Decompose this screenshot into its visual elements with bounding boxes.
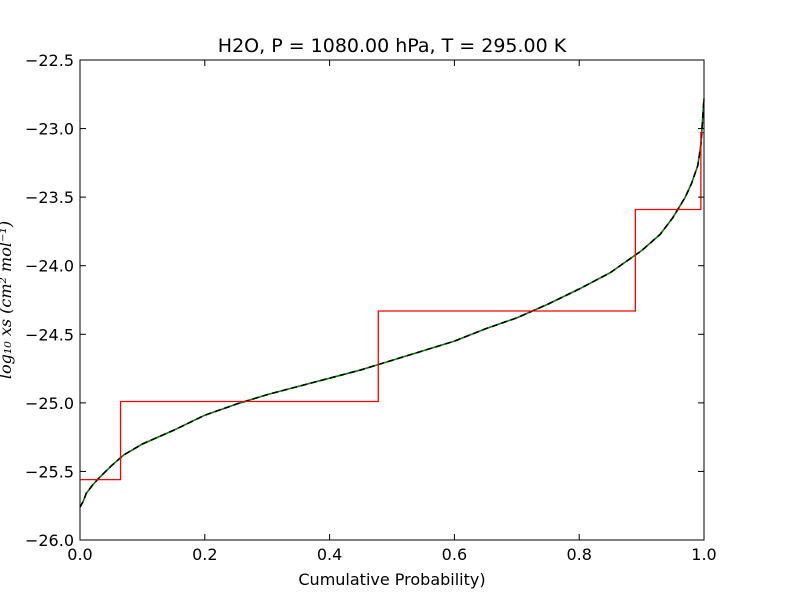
x-axis-ticks: 0.0 0.2 0.4 0.6 0.8 1.0	[67, 60, 717, 564]
y-axis-label: log₁₀ xs (cm² mol⁻¹)	[0, 221, 15, 379]
y-tick-label: −25.5	[25, 462, 74, 481]
x-tick-label: 0.4	[317, 545, 342, 564]
y-tick-label: −25.0	[25, 394, 74, 413]
plot-lines	[79, 98, 705, 508]
chart-title: H2O, P = 1080.00 hPa, T = 295.00 K	[218, 35, 567, 57]
x-tick-label: 0.8	[566, 545, 591, 564]
x-tick-label: 0.6	[442, 545, 467, 564]
y-tick-label: −23.5	[25, 188, 74, 207]
y-axis-ticks: −26.0 −25.5 −25.0 −24.5 −24.0 −23.5 −23.0 −22.5	[25, 51, 704, 550]
series-line-1	[79, 98, 705, 508]
plot-frame	[79, 59, 705, 541]
x-tick-label: 0.0	[67, 545, 92, 564]
y-tick-label: −23.0	[25, 120, 74, 139]
y-tick-label: −26.0	[25, 531, 74, 550]
x-tick-label: 1.0	[691, 545, 716, 564]
x-axis-label: Cumulative Probability)	[298, 570, 485, 589]
series-line-0	[79, 98, 705, 508]
y-tick-label: −24.5	[25, 325, 74, 344]
x-tick-label: 0.2	[192, 545, 217, 564]
y-tick-label: −24.0	[25, 257, 74, 276]
y-tick-label: −22.5	[25, 51, 74, 70]
series-line-2	[80, 132, 704, 481]
